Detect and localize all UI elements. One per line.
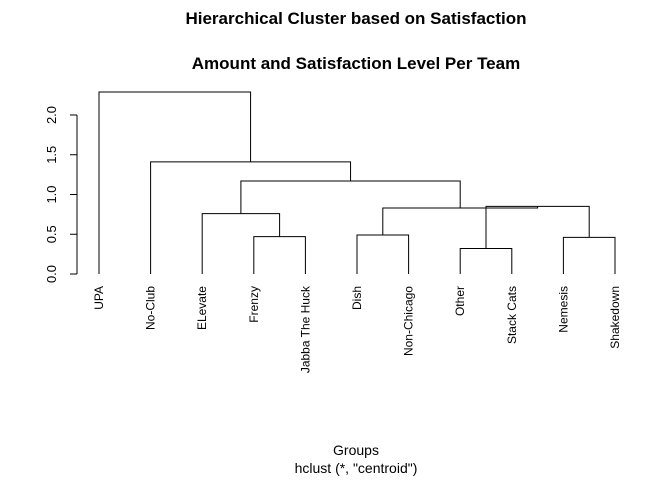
y-axis: 0.0 0.5 1.0 1.5 2.0 — [44, 106, 78, 283]
y-tick-label: 0.0 — [44, 265, 59, 283]
y-tick-label: 1.0 — [44, 185, 59, 203]
dendrogram-link — [201, 213, 281, 274]
leaf-label: Dish — [350, 286, 364, 310]
dendrogram-tree — [98, 91, 616, 274]
dendrogram-link — [485, 205, 590, 249]
chart-subtitle: Amount and Satisfaction Level Per Team — [192, 54, 520, 73]
dendrogram-link — [356, 234, 410, 274]
leaf-label: Stack Cats — [505, 286, 519, 344]
leaf-label: Frenzy — [247, 286, 261, 323]
dendrogram-link — [253, 236, 306, 274]
dendrogram-link — [562, 236, 616, 274]
x-axis-label: Groups — [333, 442, 379, 458]
leaf-label: Non-Chicago — [402, 286, 416, 356]
chart-title: Hierarchical Cluster based on Satisfacti… — [185, 9, 526, 28]
leaf-label: Nemesis — [556, 286, 570, 333]
leaf-label: No-Club — [144, 286, 158, 330]
dendrogram-link — [240, 180, 461, 214]
dendrogram-link — [382, 206, 539, 236]
dendrogram-link — [150, 161, 352, 274]
dendrogram-link — [459, 248, 513, 274]
leaf-label: Shakedown — [608, 286, 622, 349]
y-tick-label: 2.0 — [44, 106, 59, 124]
leaf-label: ELevate — [195, 286, 209, 330]
method-label: hclust (*, "centroid") — [295, 460, 418, 476]
leaf-labels: UPA No-Club ELevate Frenzy Jabba The Huck Dis… — [92, 285, 622, 373]
leaf-label: Other — [453, 286, 467, 316]
leaf-label: UPA — [92, 286, 106, 310]
dendrogram-link — [98, 91, 252, 274]
y-tick-label: 0.5 — [44, 225, 59, 243]
y-tick-label: 1.5 — [44, 146, 59, 164]
leaf-label: Jabba The Huck — [298, 285, 312, 373]
